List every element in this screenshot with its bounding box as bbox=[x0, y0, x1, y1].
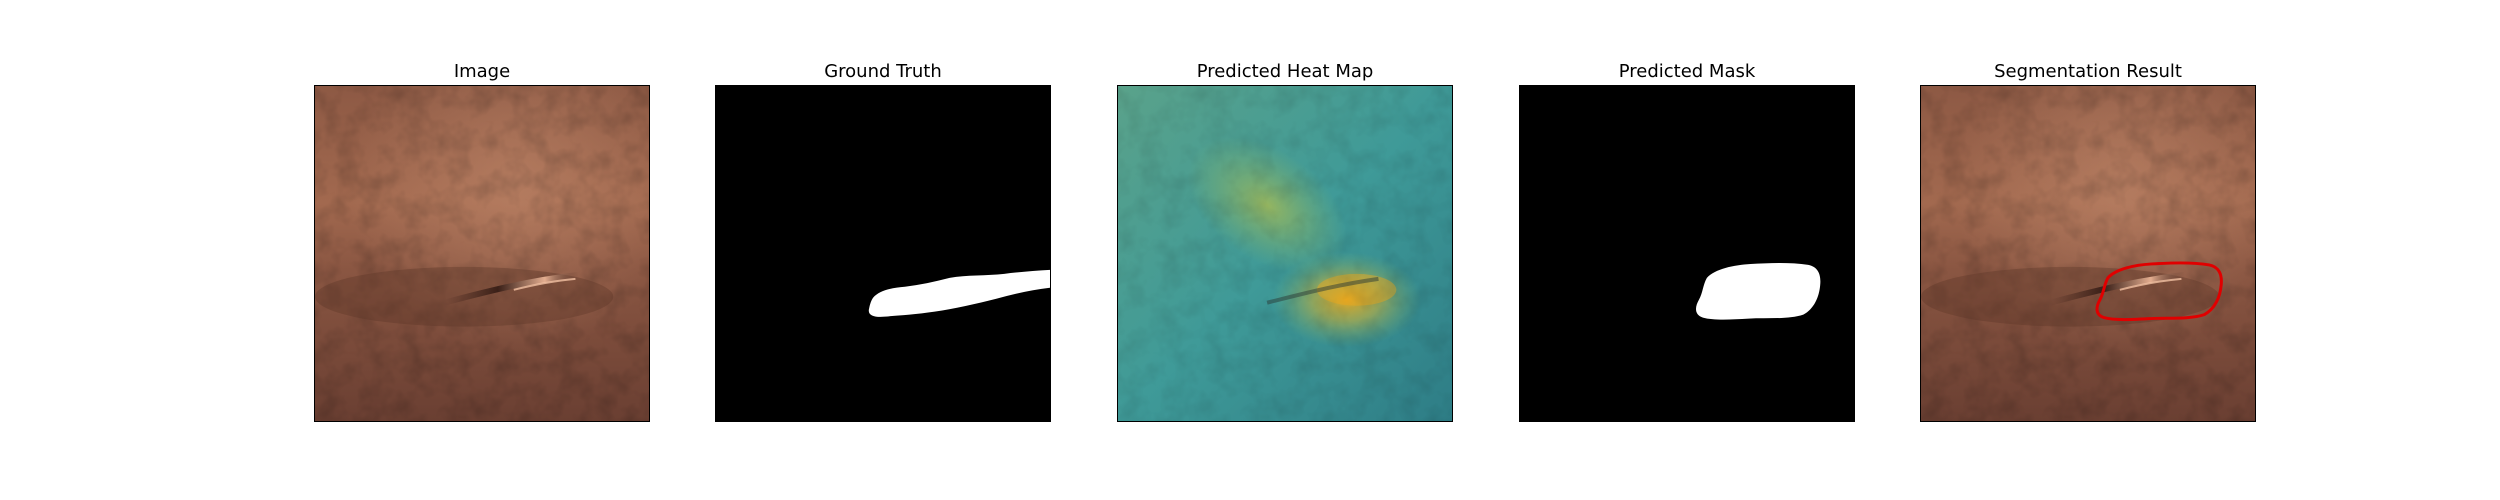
panel-title-predicted-mask: Predicted Mask bbox=[1618, 61, 1756, 82]
image-panel bbox=[314, 85, 650, 422]
ground-truth-panel bbox=[715, 85, 1051, 422]
panel-title-ground-truth: Ground Truth bbox=[824, 61, 942, 82]
panel-title-image: Image bbox=[453, 61, 511, 82]
predicted-mask-panel bbox=[1519, 85, 1855, 422]
predicted-mask bbox=[1520, 86, 1854, 421]
segmentation-overlay bbox=[1921, 86, 2255, 421]
heat-map-overlay bbox=[1118, 86, 1452, 421]
segmentation-result-panel bbox=[1920, 85, 2256, 422]
segmentation-contour bbox=[2095, 261, 2223, 322]
heat-map-panel bbox=[1117, 85, 1453, 422]
leather-image bbox=[315, 86, 649, 421]
panel-title-segmentation-result: Segmentation Result bbox=[1994, 61, 2182, 82]
ground-truth-mask bbox=[716, 86, 1050, 421]
panel-title-heat-map: Predicted Heat Map bbox=[1196, 61, 1374, 82]
